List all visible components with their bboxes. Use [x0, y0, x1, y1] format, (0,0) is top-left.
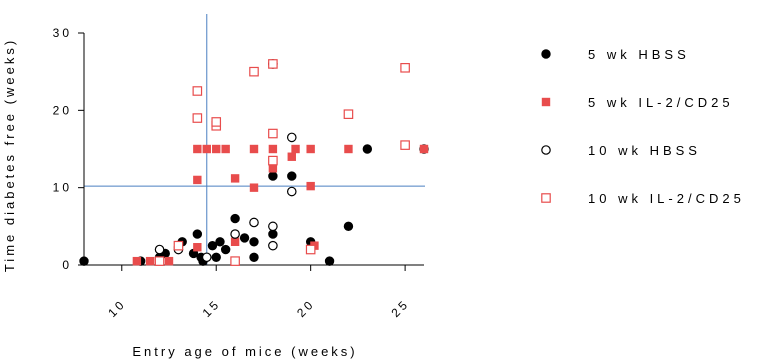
data-point	[286, 132, 297, 143]
data-point	[230, 213, 240, 224]
data-point	[230, 237, 240, 246]
data-point	[268, 155, 278, 166]
data-point	[268, 59, 278, 69]
series-1-points	[79, 59, 429, 266]
data-point	[268, 164, 278, 173]
data-point	[268, 171, 278, 181]
data-point	[192, 113, 203, 123]
data-point	[343, 221, 354, 232]
legend-marker	[541, 145, 551, 155]
data-point	[287, 152, 296, 161]
legend-label: 10 wk HBSS	[588, 143, 701, 158]
x-tick-label: 15	[200, 296, 224, 320]
data-point	[249, 66, 259, 77]
legend-label: 5 wk HBSS	[588, 47, 690, 62]
x-axis-title: Entry age of mice (weeks)	[132, 344, 357, 359]
data-point	[164, 256, 174, 266]
legend-item: 10 wk HBSS	[541, 143, 701, 158]
legend-marker	[541, 193, 551, 203]
data-point	[230, 256, 240, 266]
data-point	[215, 237, 225, 247]
data-points	[79, 59, 429, 266]
data-point	[221, 144, 230, 154]
data-point	[132, 256, 142, 266]
data-point	[306, 144, 315, 154]
data-point	[343, 109, 354, 119]
data-point	[239, 233, 250, 243]
data-point	[211, 252, 221, 262]
data-point	[249, 252, 259, 262]
data-point	[201, 252, 212, 263]
data-point	[154, 256, 165, 266]
data-point	[249, 217, 259, 228]
data-point	[173, 240, 184, 251]
data-point	[212, 144, 221, 154]
data-point	[145, 256, 155, 266]
data-point	[230, 174, 240, 183]
y-axis-title: Time diabetes free (weeks)	[2, 38, 17, 272]
x-axis-ticks: 10 15 20 25	[105, 265, 412, 320]
data-point	[193, 175, 202, 185]
data-point	[287, 171, 297, 181]
data-point	[207, 240, 218, 251]
data-point	[344, 144, 353, 154]
series-4-points	[154, 59, 410, 266]
legend-label: 5 wk IL-2/CD25	[588, 95, 734, 110]
x-tick-label: 10	[105, 296, 129, 320]
y-tick-label: 0	[62, 258, 72, 272]
data-point	[202, 144, 211, 154]
data-point	[192, 86, 203, 96]
y-axis-ticks: 0 10 20 30	[53, 26, 84, 272]
data-point	[268, 221, 278, 232]
legend-label: 10 wk IL-2/CD25	[588, 191, 745, 206]
data-point	[211, 117, 222, 127]
legend-item: 10 wk IL-2/CD25	[541, 191, 745, 206]
data-point	[362, 144, 373, 154]
legend-item: 5 wk HBSS	[541, 47, 690, 62]
data-point	[291, 144, 300, 154]
data-point	[192, 229, 203, 239]
data-point	[324, 256, 335, 266]
data-point	[305, 244, 316, 255]
x-tick-label: 20	[294, 296, 318, 320]
data-point	[249, 183, 259, 192]
data-point	[419, 144, 429, 154]
y-tick-label: 20	[53, 103, 72, 117]
data-point	[268, 128, 278, 139]
data-point	[286, 186, 297, 197]
data-point	[400, 62, 410, 73]
data-point	[306, 181, 315, 191]
data-point	[268, 240, 278, 251]
x-tick-label: 25	[388, 296, 412, 320]
legend-marker	[541, 49, 551, 59]
data-point	[400, 140, 410, 150]
data-point	[220, 244, 231, 255]
data-point	[249, 144, 259, 154]
data-point	[249, 237, 259, 247]
legend-marker	[541, 97, 551, 107]
data-point	[193, 144, 202, 154]
data-point	[230, 229, 240, 239]
y-tick-label: 10	[53, 181, 72, 195]
data-point	[154, 244, 165, 255]
legend: 5 wk HBSS 5 wk IL-2/CD25 10 wk HBSS 10 wk I…	[541, 47, 745, 206]
reference-lines	[84, 14, 425, 265]
data-point	[79, 256, 89, 266]
legend-item: 5 wk IL-2/CD25	[541, 95, 734, 110]
data-point	[193, 243, 202, 252]
y-tick-label: 30	[53, 26, 72, 40]
data-point	[268, 144, 278, 154]
